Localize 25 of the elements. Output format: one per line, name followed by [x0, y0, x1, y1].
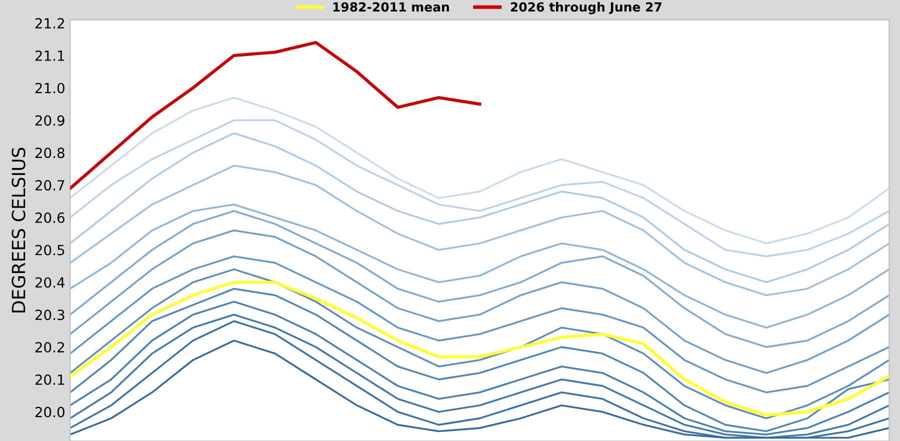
y-tick-label: 21.0 — [35, 82, 64, 94]
legend-label: 1982-2011 mean — [333, 2, 449, 12]
y-tick-label: 21.1 — [35, 50, 64, 61]
y-tick-label: 21.2 — [35, 18, 64, 28]
line-series — [70, 40, 482, 190]
y-tick-label: 20.5 — [35, 244, 64, 256]
y-tick-label: 20.1 — [35, 374, 64, 385]
y-tick-label: 20.8 — [35, 148, 64, 158]
line-series — [70, 164, 890, 296]
line-series — [70, 210, 890, 348]
line-series — [70, 96, 890, 244]
y-tick-label: 20.9 — [35, 115, 64, 126]
line-series — [70, 255, 890, 394]
y-tick-label: 20.6 — [35, 212, 64, 223]
y-axis-title: DEGREES CELSIUS — [12, 148, 26, 312]
y-tick-label: 20.3 — [35, 310, 64, 320]
y-tick-label: 20.4 — [35, 277, 65, 288]
line-series — [70, 204, 890, 329]
y-tick-label: 20.2 — [35, 342, 64, 353]
legend-label: 2026 through June 27 — [510, 2, 662, 14]
y-tick-label: 20.7 — [35, 180, 64, 191]
line-series — [70, 132, 890, 284]
line-series — [70, 119, 890, 258]
y-tick-label: 20.0 — [35, 406, 64, 418]
line-series — [70, 230, 890, 374]
